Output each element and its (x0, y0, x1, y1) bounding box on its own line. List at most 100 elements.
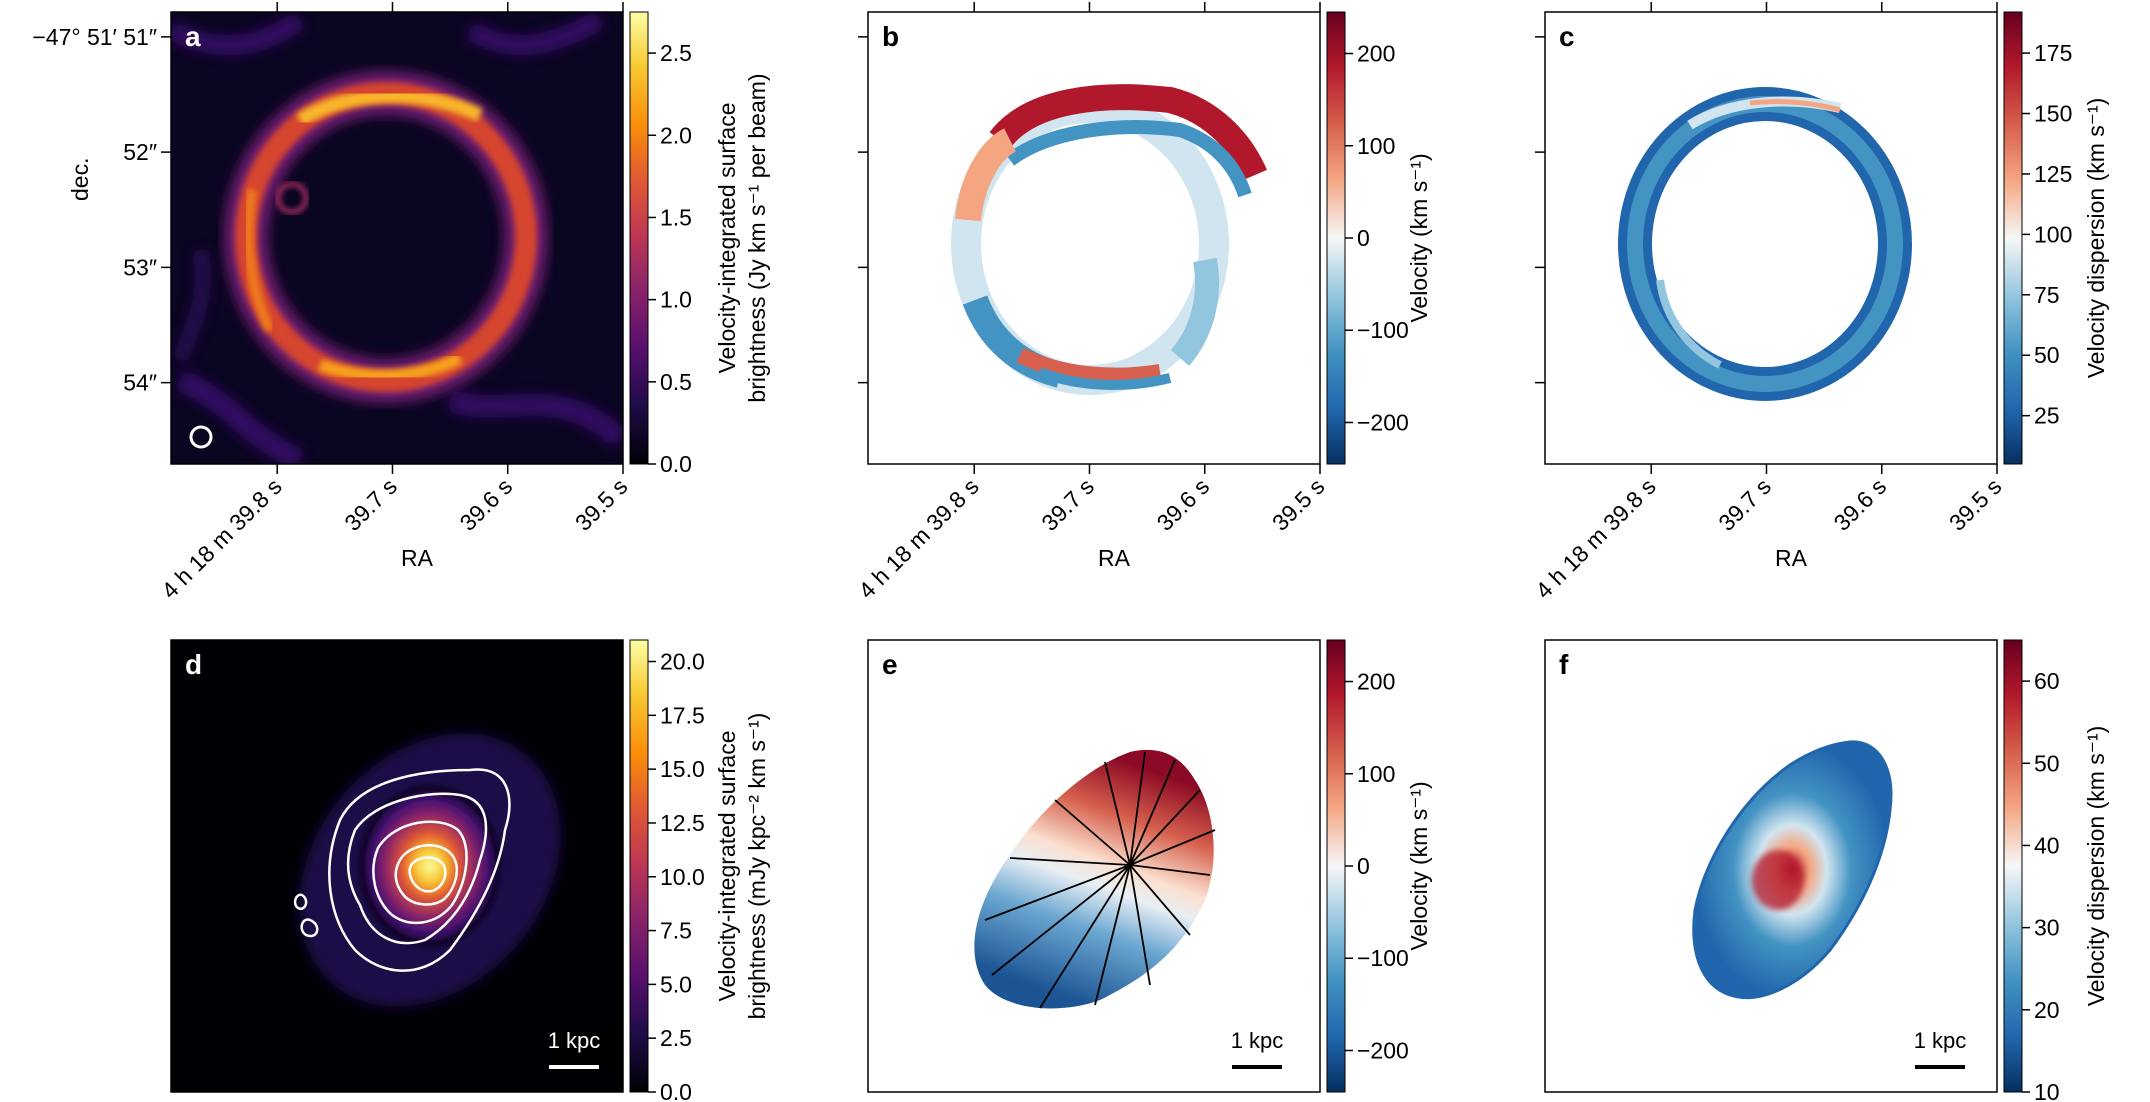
ring-bright-arc-bottom (318, 352, 463, 382)
panel-d-frame (170, 639, 624, 1093)
colorbar-label-d: brightness (mJy kpc⁻² km s⁻¹) (744, 713, 770, 1020)
colorbar-tick-label-d: 10.0 (660, 864, 705, 890)
colorbar-label-d: Velocity-integrated surface (714, 730, 740, 1001)
colorbar-b (1326, 11, 1346, 465)
brightness-contours (293, 768, 511, 972)
colorbar-tick-label-f: 60 (2034, 668, 2060, 694)
x-axis-label-b: RA (1098, 545, 1131, 571)
x-tick-label-b: 39.5 s (1267, 473, 1330, 536)
colorbar-tick-label-d: 0.0 (660, 1079, 692, 1102)
ring-bright-arc-top (296, 89, 483, 127)
scale-bar-d (549, 1065, 599, 1069)
colorbar-tick-label-d: 20.0 (660, 649, 705, 675)
colorbar-tick-label-e: 200 (1357, 669, 1395, 695)
x-tick-label-c: 4 h 18 m 39.8 s (1530, 473, 1660, 603)
x-tick-label-c: 39.5 s (1944, 473, 2007, 536)
panel-letter-c: c (1559, 21, 1575, 52)
x-axis-label-a: RA (401, 545, 434, 571)
colorbar-c (2003, 11, 2023, 465)
colorbar-tick-label-c: 100 (2034, 221, 2072, 247)
colorbar-tick-label-f: 30 (2034, 915, 2060, 941)
y-tick-label-a: 53″ (123, 254, 157, 280)
colorbar-tick-label-f: 50 (2034, 750, 2060, 776)
colorbar-tick-label-f: 40 (2034, 832, 2060, 858)
panel-f: 1 kpc (1544, 639, 1998, 1093)
panel-e-velocity-field (974, 749, 1216, 1009)
colorbar-tick-label-c: 75 (2034, 282, 2060, 308)
colorbar-tick-label-b: −100 (1357, 317, 1409, 343)
colorbar-d (629, 639, 649, 1093)
inner-knot (275, 181, 309, 215)
scale-bar-f (1915, 1065, 1965, 1069)
panel-f-dispersion-field (1692, 740, 1893, 1000)
scale-bar-label-d: 1 kpc (548, 1028, 601, 1053)
panel-d-source-galaxy (293, 733, 561, 1007)
colorbar-tick-label-e: −200 (1357, 1037, 1409, 1063)
colorbar-f (2003, 639, 2023, 1093)
x-tick-label-b: 39.7 s (1036, 473, 1099, 536)
colorbar-tick-label-d: 7.5 (660, 918, 692, 944)
colorbar-label-c: Velocity dispersion (km s⁻¹) (2083, 98, 2109, 379)
scale-bar-e (1232, 1065, 1282, 1069)
isovelocity-contours (984, 751, 1216, 1009)
colorbar-tick-label-d: 17.5 (660, 702, 705, 728)
panel-letter-d: d (185, 649, 202, 680)
y-tick-label-a: −47° 51′ 51″ (32, 24, 157, 50)
x-tick-label-b: 39.6 s (1152, 473, 1215, 536)
panel-a (170, 11, 624, 465)
panel-a-frame (170, 11, 624, 465)
colorbar-label-a: brightness (Jy km s⁻¹ per beam) (744, 73, 770, 402)
colorbar-a (629, 11, 649, 465)
colorbar-tick-label-b: 100 (1357, 133, 1395, 159)
panel-c (1544, 11, 1998, 465)
colorbar-tick-label-d: 5.0 (660, 971, 692, 997)
colorbar-tick-label-e: −100 (1357, 945, 1409, 971)
panel-letter-e: e (882, 649, 898, 680)
panel-a-einstein-ring (171, 12, 623, 464)
x-tick-label-b: 4 h 18 m 39.8 s (853, 473, 983, 603)
y-tick-label-a: 54″ (123, 370, 157, 396)
colorbar-tick-label-b: −200 (1357, 409, 1409, 435)
scale-bar-label-e: 1 kpc (1231, 1028, 1284, 1053)
panel-c-dispersion-ring (1618, 87, 1912, 401)
panel-letter-f: f (1559, 649, 1569, 680)
x-tick-label-a: 39.7 s (339, 473, 402, 536)
colorbar-label-f: Velocity dispersion (km s⁻¹) (2083, 726, 2109, 1007)
colorbar-tick-label-e: 100 (1357, 761, 1395, 787)
colorbar-tick-label-a: 1.5 (660, 204, 692, 230)
x-tick-label-a: 4 h 18 m 39.8 s (156, 473, 286, 603)
colorbar-label-b: Velocity (km s⁻¹) (1406, 153, 1432, 322)
colorbar-tick-label-d: 2.5 (660, 1025, 692, 1051)
colorbar-tick-label-e: 0 (1357, 853, 1370, 879)
scale-bar-label-f: 1 kpc (1914, 1028, 1967, 1053)
panel-b-velocity-ring (951, 84, 1267, 395)
beam-ellipse (189, 425, 213, 449)
colorbar-e (1326, 639, 1346, 1093)
panel-letter-b: b (882, 21, 899, 52)
colorbar-tick-label-b: 0 (1357, 225, 1370, 251)
colorbar-tick-label-c: 175 (2034, 40, 2072, 66)
colorbar-tick-label-d: 12.5 (660, 810, 705, 836)
colorbar-tick-label-a: 2.5 (660, 40, 692, 66)
colorbar-tick-label-c: 25 (2034, 403, 2060, 429)
colorbar-tick-label-a: 1.0 (660, 287, 692, 313)
colorbar-tick-label-f: 10 (2034, 1079, 2060, 1102)
x-tick-label-c: 39.6 s (1829, 473, 1892, 536)
colorbar-tick-label-d: 15.0 (660, 756, 705, 782)
colorbar-tick-label-a: 2.0 (660, 122, 692, 148)
colorbar-tick-label-b: 200 (1357, 41, 1395, 67)
x-axis-label-c: RA (1775, 545, 1808, 571)
colorbar-label-e: Velocity (km s⁻¹) (1406, 781, 1432, 950)
panel-b (867, 11, 1321, 465)
colorbar-tick-label-c: 50 (2034, 342, 2060, 368)
colorbar-tick-label-f: 20 (2034, 997, 2060, 1023)
x-tick-label-a: 39.6 s (455, 473, 518, 536)
colorbar-label-a: Velocity-integrated surface (714, 102, 740, 373)
x-tick-label-a: 39.5 s (570, 473, 633, 536)
panel-letter-a: a (185, 21, 201, 52)
colorbar-tick-label-a: 0.5 (660, 369, 692, 395)
panel-d: 1 kpc (170, 639, 624, 1093)
y-tick-label-a: 52″ (123, 139, 157, 165)
panel-b-frame (867, 11, 1321, 465)
